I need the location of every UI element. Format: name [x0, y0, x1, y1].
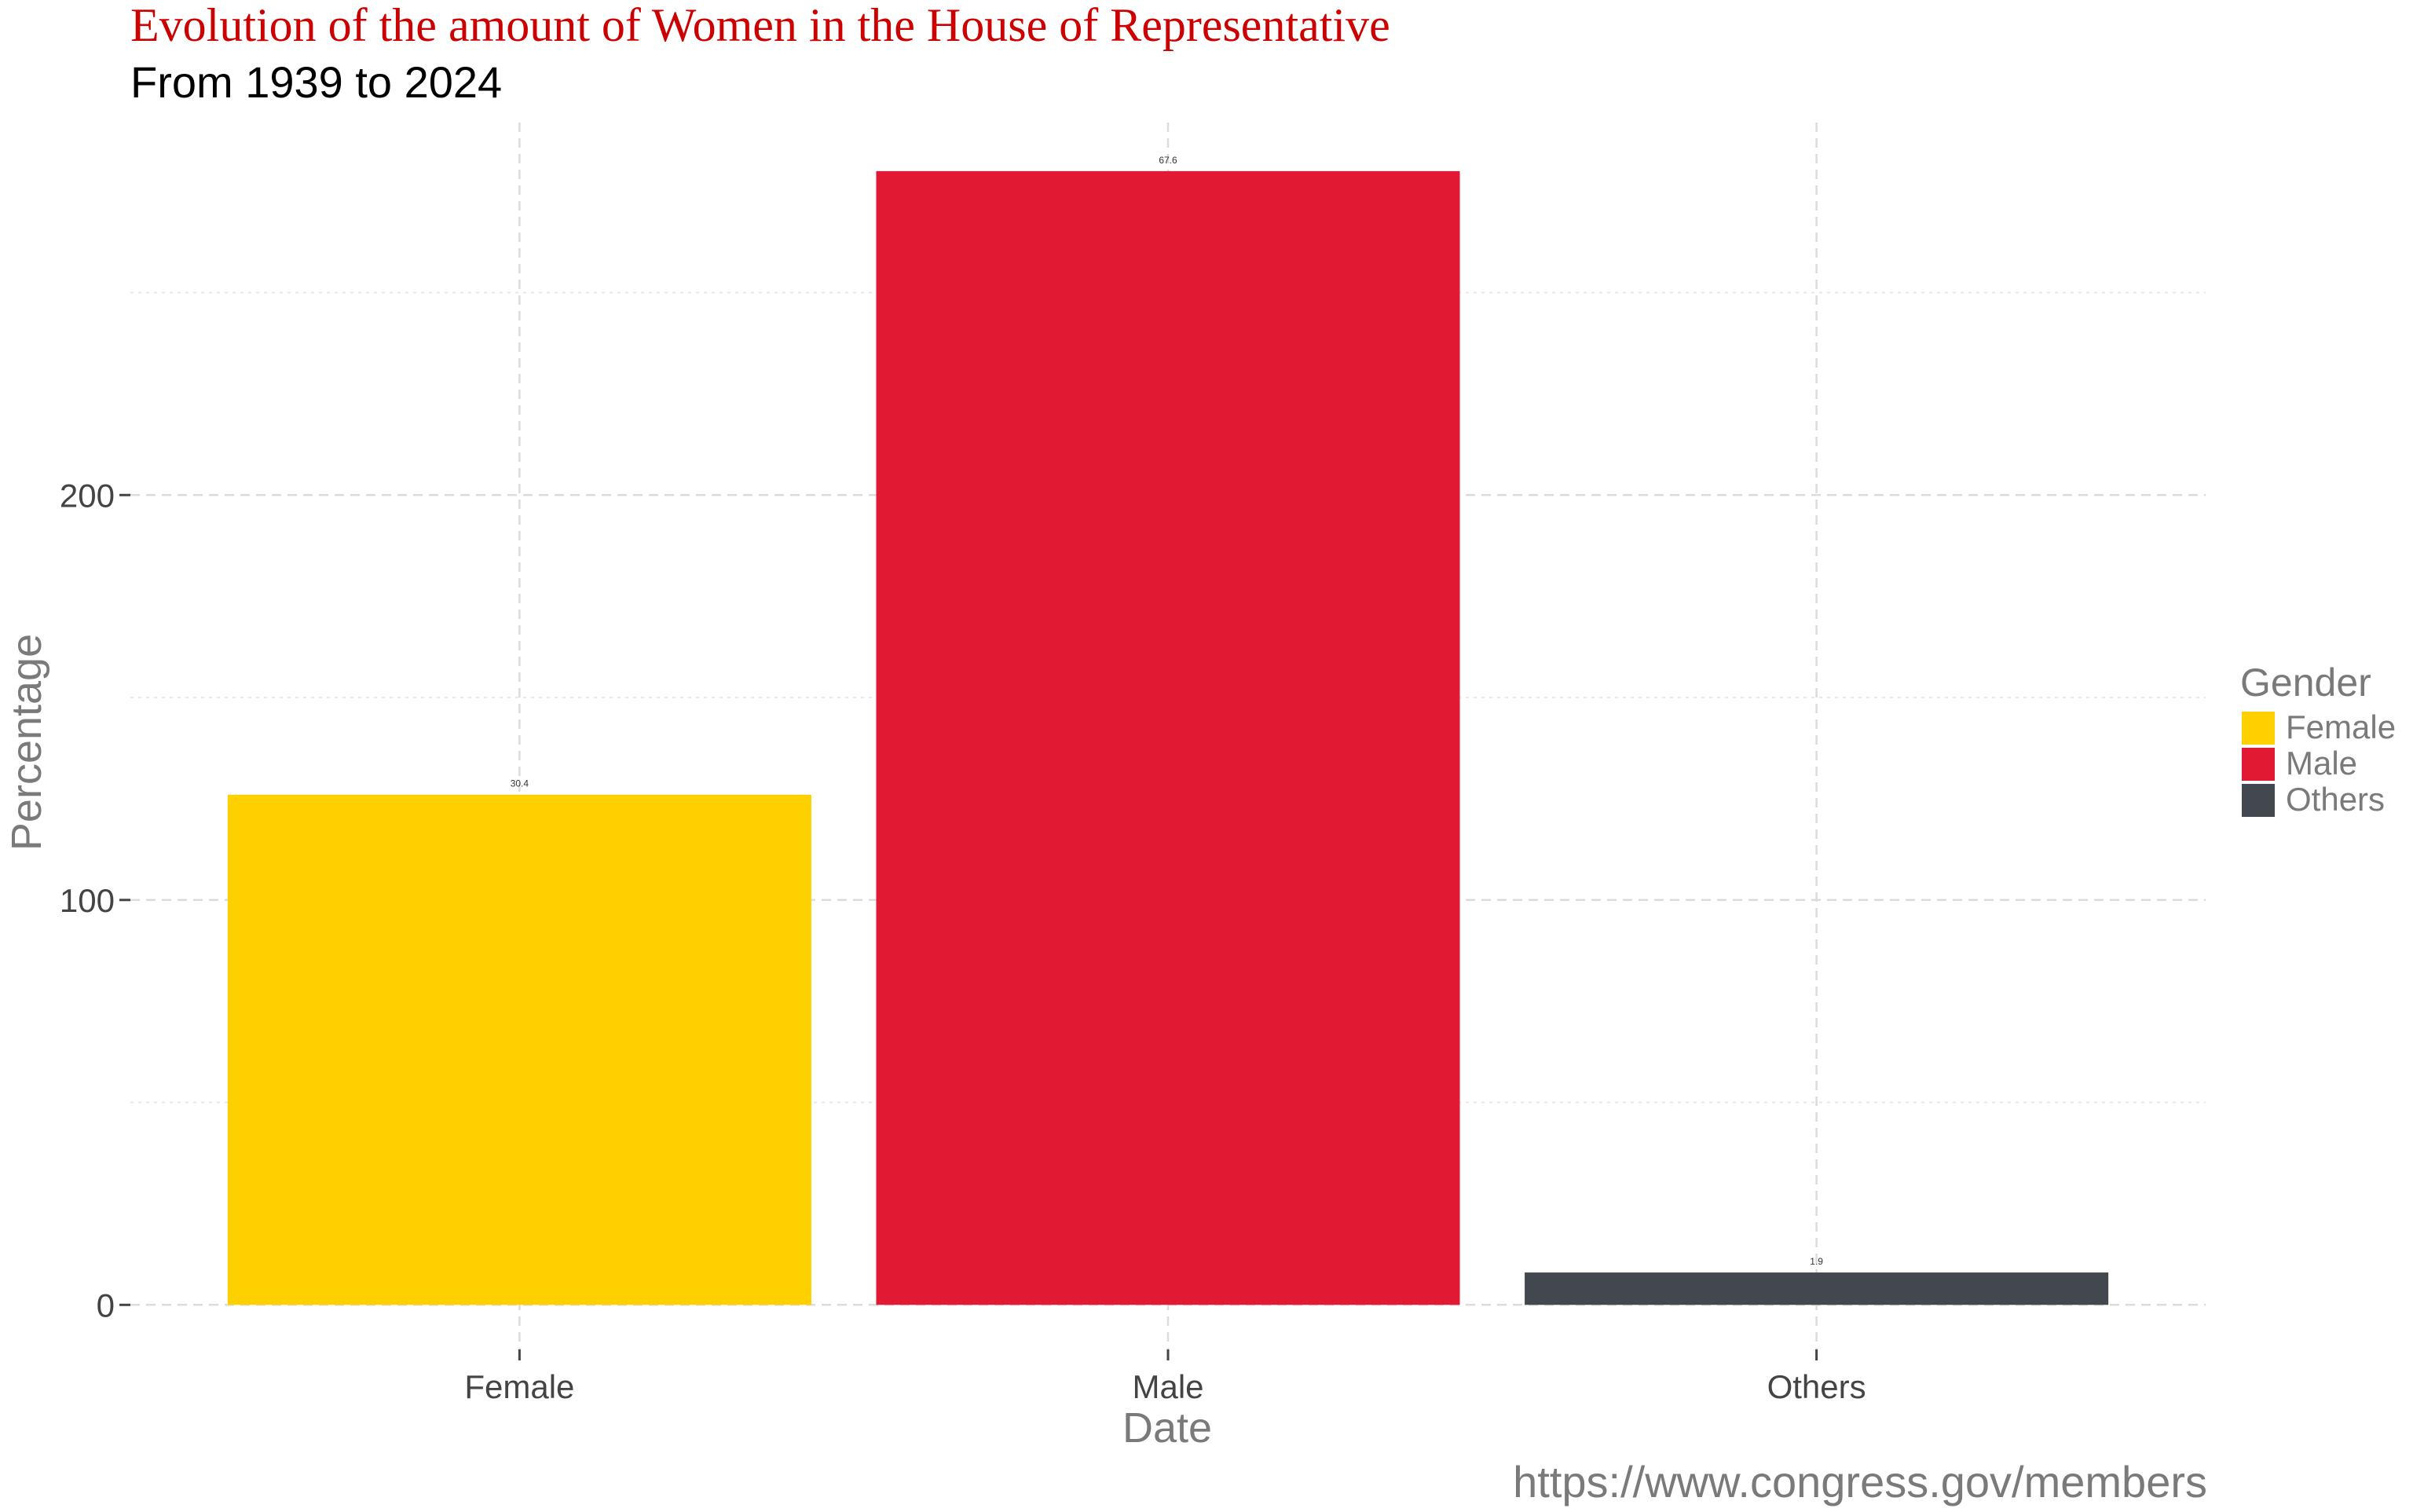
data-labels: 30.4 67.6 1.9 — [511, 155, 1824, 1267]
bar-female — [227, 794, 811, 1305]
data-label-others: 1.9 — [1810, 1256, 1823, 1267]
bars — [227, 170, 2109, 1305]
x-axis: Female Male Others — [464, 1349, 1866, 1405]
data-label-male: 67.6 — [1159, 155, 1177, 166]
x-axis-label: Date — [1122, 1404, 1212, 1452]
x-tick-label: Others — [1767, 1368, 1866, 1405]
legend-swatch-female — [2242, 712, 2275, 745]
chart-subtitle: From 1939 to 2024 — [130, 57, 502, 107]
data-label-female: 30.4 — [511, 778, 529, 789]
y-tick-label: 0 — [97, 1287, 115, 1323]
legend-swatch-others — [2242, 784, 2275, 817]
x-tick-label: Male — [1132, 1368, 1203, 1405]
y-tick-label: 100 — [60, 882, 115, 919]
bar-others — [1525, 1272, 2109, 1305]
source-caption: https://www.congress.gov/members — [1513, 1457, 2207, 1507]
x-tick-label: Female — [464, 1368, 574, 1405]
y-axis: 0 100 200 — [60, 477, 130, 1323]
legend-label-male: Male — [2286, 745, 2357, 782]
y-tick-label: 200 — [60, 477, 115, 514]
bar-male — [876, 170, 1460, 1305]
legend-title: Gender — [2240, 661, 2371, 705]
y-axis-label: Percentage — [3, 634, 50, 851]
legend-label-female: Female — [2286, 708, 2396, 745]
legend-swatch-male — [2242, 748, 2275, 781]
legend-label-others: Others — [2286, 781, 2385, 818]
chart-title: Evolution of the amount of Women in the … — [130, 0, 1390, 51]
